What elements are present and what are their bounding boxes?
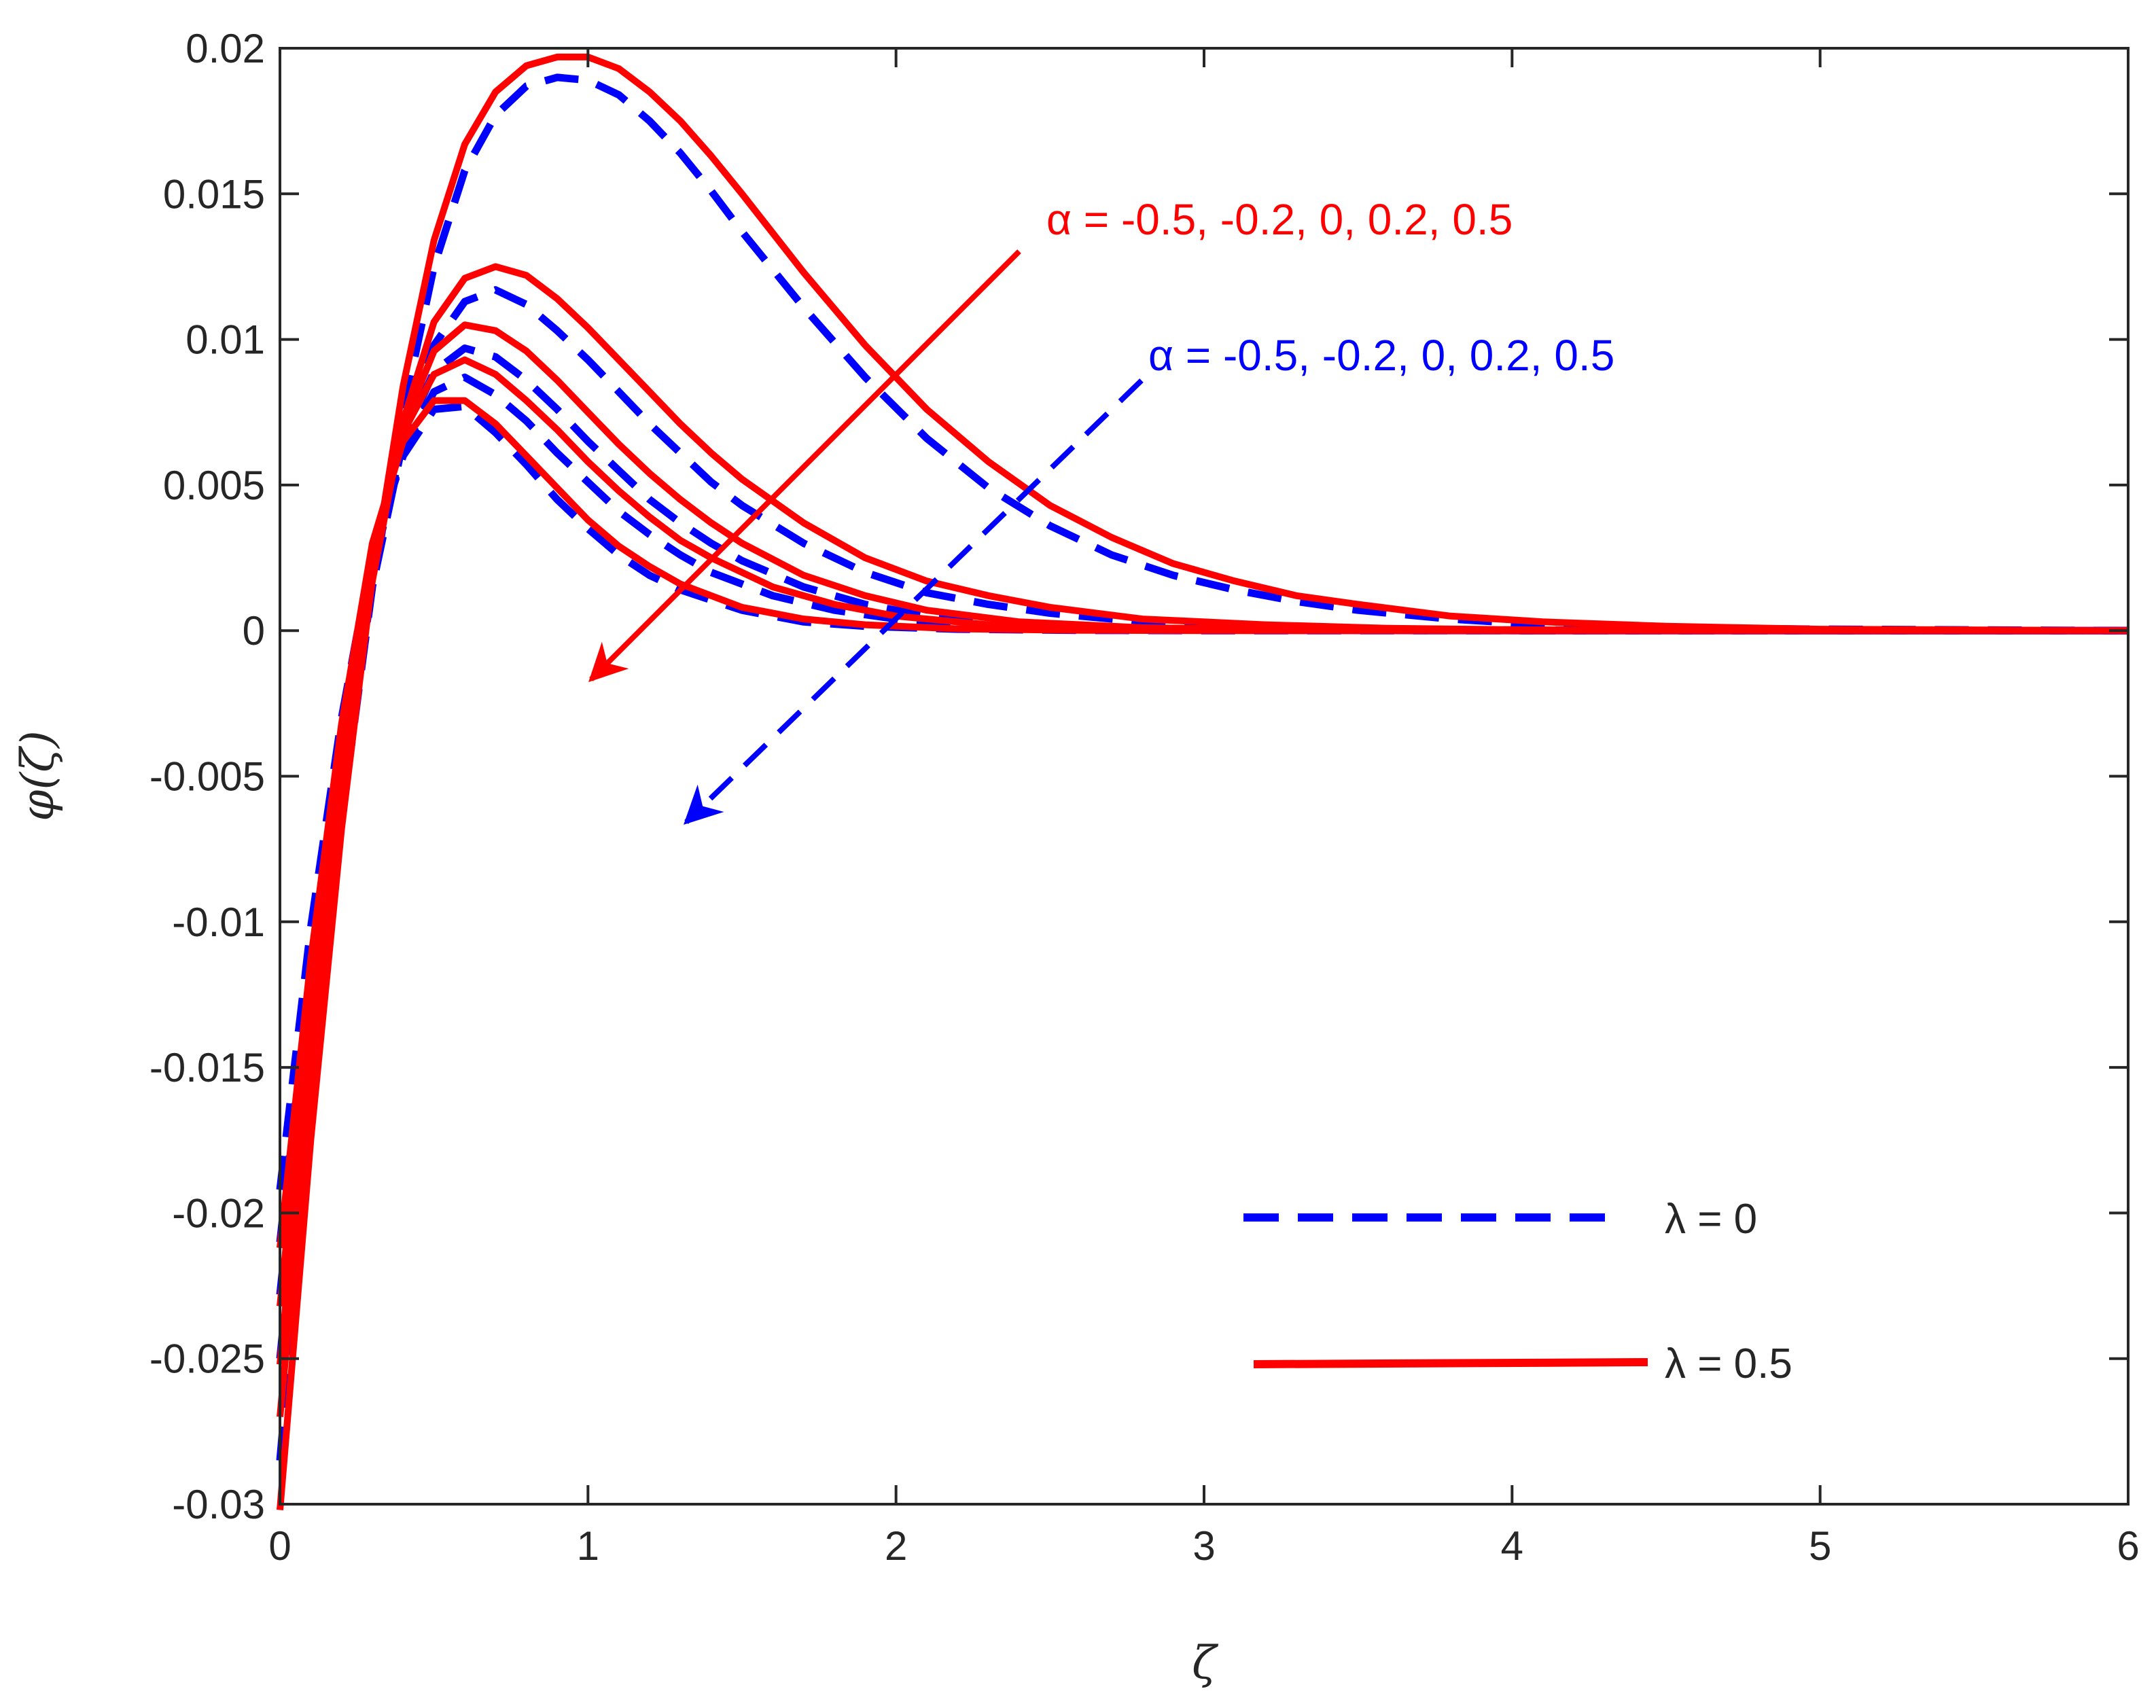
y-tick-label-1: -0.025	[149, 1336, 265, 1382]
annotation-label-blue: α = -0.5, -0.2, 0, 0.2, 0.5	[1148, 331, 1614, 380]
x-tick-label-5: 5	[1809, 1523, 1831, 1569]
legend: λ = 0 λ = 0.5	[1243, 1196, 1792, 1387]
annotation-label-red: α = -0.5, -0.2, 0, 0.2, 0.5	[1046, 195, 1513, 244]
y-tick-label-7: 0.005	[163, 463, 265, 508]
x-tick-label-4: 4	[1501, 1523, 1523, 1569]
annotation-arrow-blue	[683, 378, 1144, 825]
y-tick-label-10: 0.02	[185, 26, 265, 71]
annotation-arrow-red	[588, 249, 1021, 682]
y-axis-label: φ(ζ)	[12, 730, 64, 821]
x-tick-label-3: 3	[1192, 1523, 1215, 1569]
y-tick-label-3: -0.015	[149, 1045, 265, 1090]
x-tick-label-2: 2	[885, 1523, 907, 1569]
annotation-layer: α = -0.5, -0.2, 0, 0.2, 0.5 α = -0.5, -0…	[588, 195, 1614, 825]
x-tick-label-1: 1	[577, 1523, 599, 1569]
legend-label-lambda-0: λ = 0	[1665, 1196, 1757, 1243]
y-tick-label-2: -0.02	[172, 1190, 265, 1236]
tick-layer: 0 1 2 3 4 5 6 -0.03 -0.025 -0.02 -0.015 -0.01 -0.005…	[149, 26, 2140, 1569]
plot-area	[280, 48, 2128, 1504]
axes-box	[279, 47, 2130, 1506]
annotation-blue-text: α = -0.5, -0.2, 0, 0.2, 0.5	[1148, 331, 1614, 380]
series-line-lambda-05-5	[277, 53, 2129, 1511]
y-tick-label-0: -0.03	[172, 1482, 265, 1527]
series-line-lambda-05-9	[277, 397, 2128, 1249]
x-tick-label-0: 0	[268, 1523, 291, 1569]
legend-line-lambda-05	[1253, 1358, 1648, 1368]
series-layer	[276, 53, 2129, 1511]
y-tick-label-8: 0.01	[185, 317, 265, 363]
y-tick-label-4: -0.01	[172, 900, 265, 945]
legend-label-lambda-05: λ = 0.5	[1665, 1340, 1792, 1387]
x-tick-label-6: 6	[2117, 1523, 2139, 1569]
series-line-lambda-0-0	[276, 73, 2129, 1461]
x-axis-label: ζ	[1192, 1637, 1219, 1689]
y-tick-label-5: -0.005	[149, 754, 265, 800]
y-tick-label-6: 0	[243, 608, 265, 654]
y-tick-label-9: 0.015	[163, 171, 265, 217]
series-line-lambda-05-6	[277, 263, 2128, 1417]
annotation-red-text: α = -0.5, -0.2, 0, 0.2, 0.5	[1046, 195, 1513, 244]
